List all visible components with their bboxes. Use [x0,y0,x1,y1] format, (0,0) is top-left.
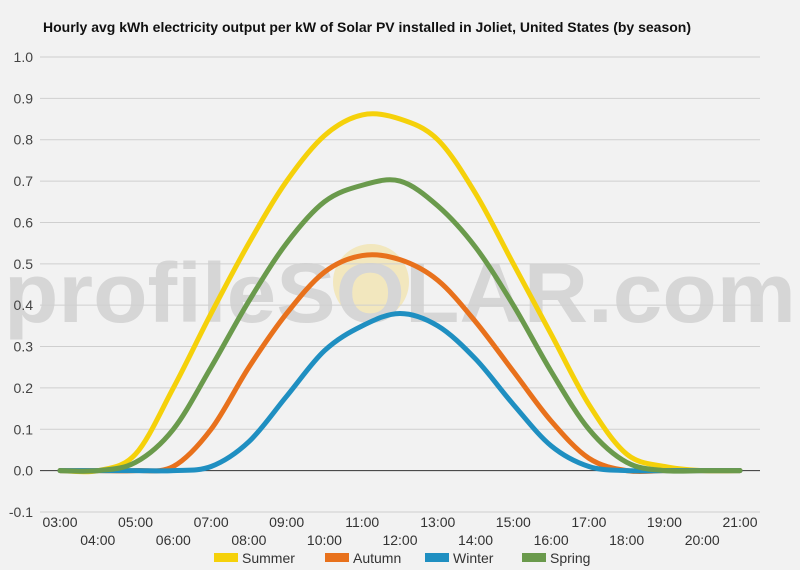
chart-title: Hourly avg kWh electricity output per kW… [43,19,692,35]
x-tick-label: 04:00 [80,532,115,548]
x-tick-label: 10:00 [307,532,342,548]
legend-label-summer: Summer [242,550,295,566]
legend-swatch-spring [522,553,546,562]
x-tick-label: 16:00 [534,532,569,548]
x-tick-label: 14:00 [458,532,493,548]
legend-swatch-winter [425,553,449,562]
y-tick-label: 0.9 [14,90,34,106]
x-tick-label: 03:00 [42,514,77,530]
x-tick-label: 05:00 [118,514,153,530]
y-tick-label: 0.3 [14,339,34,355]
y-tick-label: 0.6 [14,214,34,230]
legend-label-spring: Spring [550,550,590,566]
legend-swatch-autumn [325,553,349,562]
x-tick-label: 07:00 [194,514,229,530]
y-tick-label: 0.5 [14,256,34,272]
y-tick-label: 0.8 [14,132,34,148]
x-tick-label: 15:00 [496,514,531,530]
y-tick-label: 0.2 [14,380,34,396]
series-line-summer [57,111,743,475]
x-tick-label: 11:00 [345,514,379,530]
x-tick-label: 19:00 [647,514,682,530]
y-tick-label: 1.0 [14,49,34,65]
x-tick-label: 17:00 [571,514,606,530]
x-tick-label: 13:00 [420,514,455,530]
legend-swatch-summer [214,553,238,562]
x-tick-label: 18:00 [609,532,644,548]
x-tick-label: 21:00 [722,514,757,530]
series-line-spring [57,177,743,474]
x-tick-label: 12:00 [382,532,417,548]
x-tick-label: 09:00 [269,514,304,530]
watermark-sun-icon [333,244,409,320]
y-tick-label: 0.0 [14,463,34,479]
legend-label-winter: Winter [453,550,494,566]
y-tick-label: 0.4 [14,297,34,313]
legend-label-autumn: Autumn [353,550,401,566]
x-tick-label: 08:00 [231,532,266,548]
x-tick-label: 06:00 [156,532,191,548]
y-tick-label: -0.1 [9,504,33,520]
series-line-winter [57,310,743,474]
x-tick-label: 20:00 [685,532,720,548]
y-tick-label: 0.1 [14,421,34,437]
y-tick-label: 0.7 [14,173,34,189]
